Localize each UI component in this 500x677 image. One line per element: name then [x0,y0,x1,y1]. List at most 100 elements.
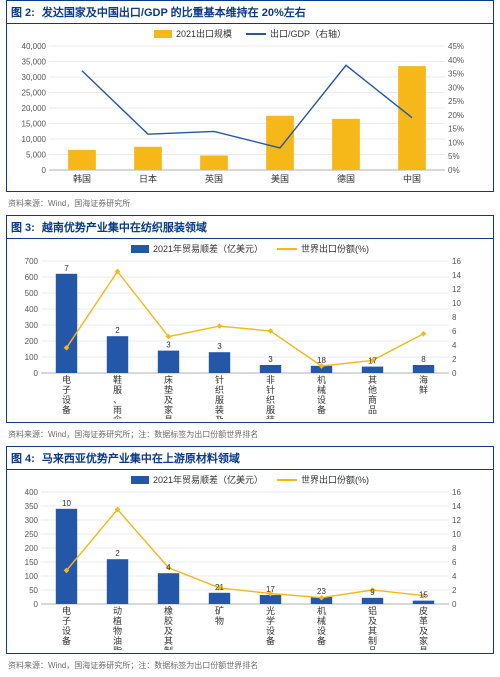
swatch-line-icon [277,479,297,481]
svg-text:0: 0 [34,600,39,609]
figure-4-chart: 0501001502002503003504000246810121416102… [7,486,493,653]
svg-text:40,000: 40,000 [22,42,47,51]
svg-text:2: 2 [115,326,120,335]
svg-text:4: 4 [452,341,457,350]
figure-3-chart: 0100200300400500600700024681012141672333… [7,255,493,422]
svg-text:200: 200 [25,337,39,346]
svg-text:30,000: 30,000 [22,73,47,82]
svg-text:物: 物 [215,615,224,626]
svg-text:25,000: 25,000 [22,89,47,98]
svg-text:12: 12 [452,285,461,294]
svg-text:其: 其 [368,375,377,385]
svg-text:100: 100 [25,572,39,581]
svg-text:600: 600 [25,273,39,282]
svg-text:14: 14 [452,271,461,280]
svg-text:织: 织 [266,394,275,405]
svg-text:他: 他 [368,384,377,395]
svg-text:400: 400 [25,488,39,497]
svg-text:海: 海 [419,374,428,385]
svg-text:胶: 胶 [164,615,173,626]
legend-bar-label: 2021出口规模 [176,27,232,40]
figure-4-legend: 2021年贸易顺差（亿美元） 世界出口份额(%) [7,470,493,486]
svg-text:矿: 矿 [215,605,224,616]
svg-text:设: 设 [317,395,326,405]
svg-text:200: 200 [25,544,39,553]
figure-2-title: 发达国家及中国出口/GDP 的比重基本维持在 20%左右 [42,7,306,19]
svg-text:16: 16 [452,257,461,266]
svg-text:械: 械 [317,384,326,395]
svg-text:17: 17 [368,357,377,366]
svg-text:12: 12 [452,516,461,525]
svg-text:3: 3 [268,355,273,364]
svg-text:服: 服 [266,405,275,415]
svg-text:具: 具 [419,646,428,650]
svg-text:植: 植 [113,615,122,626]
svg-text:德国: 德国 [337,173,355,184]
figure-2-legend: 2021出口规模 出口/GDP（右轴） [7,24,493,40]
figure-3-heading: 图 3: 越南优势产业集中在纺织服装领域 [7,216,493,239]
svg-text:其: 其 [164,636,173,646]
legend-line-label: 世界出口份额(%) [301,242,369,255]
svg-text:具: 具 [164,415,173,419]
svg-text:14: 14 [452,502,461,511]
svg-text:6: 6 [452,558,457,567]
legend-bar-fig4: 2021年贸易顺差（亿美元） [131,473,263,486]
svg-text:韩国: 韩国 [73,173,91,184]
svg-text:伞: 伞 [113,414,122,419]
svg-text:电: 电 [62,374,71,385]
svg-text:设: 设 [62,395,71,405]
svg-text:17: 17 [266,585,275,594]
svg-text:0%: 0% [448,166,460,175]
svg-text:子: 子 [62,616,71,626]
svg-text:设: 设 [62,626,71,636]
svg-text:30%: 30% [448,83,464,92]
svg-text:2: 2 [452,586,457,595]
svg-text:橡: 橡 [164,605,173,616]
figure-3-panel: 图 3: 越南优势产业集中在纺织服装领域 2021年贸易顺差（亿美元） 世界出口… [6,215,494,423]
svg-text:10: 10 [452,299,461,308]
svg-text:备: 备 [317,635,326,646]
svg-text:铝: 铝 [368,605,377,616]
svg-text:及: 及 [368,616,377,626]
legend-line-fig4: 世界出口份额(%) [277,473,369,486]
svg-text:革: 革 [419,615,428,626]
svg-text:及: 及 [164,395,173,405]
svg-text:服: 服 [215,395,224,405]
svg-text:商: 商 [368,394,377,405]
svg-text:及: 及 [164,626,173,636]
svg-text:品: 品 [368,405,377,415]
figure-2-source: 资料来源：Wind，国海证券研究所 [0,196,500,215]
legend-line-label: 世界出口份额(%) [301,473,369,486]
legend-line-fig2: 出口/GDP（右轴） [246,27,346,40]
svg-text:0: 0 [34,369,39,378]
svg-text:备: 备 [317,404,326,415]
svg-text:20,000: 20,000 [22,104,47,113]
svg-text:25%: 25% [448,97,464,106]
svg-text:脂: 脂 [113,645,122,650]
svg-text:16: 16 [452,488,461,497]
svg-text:18: 18 [317,356,326,365]
svg-text:机: 机 [317,374,326,385]
svg-text:备: 备 [266,635,275,646]
svg-text:床: 床 [164,374,173,385]
svg-text:装: 装 [266,414,275,419]
svg-text:4: 4 [452,572,457,581]
svg-text:45%: 45% [448,42,464,51]
svg-text:及: 及 [215,415,224,419]
svg-text:4: 4 [166,563,171,572]
svg-text:3: 3 [166,341,171,350]
svg-text:2: 2 [452,355,457,364]
figure-3-no: 图 3: [11,222,35,234]
svg-text:其: 其 [368,626,377,636]
legend-line-label: 出口/GDP（右轴） [270,27,346,40]
svg-text:15: 15 [419,591,428,600]
svg-text:10,000: 10,000 [22,135,47,144]
svg-text:美国: 美国 [271,173,289,184]
figure-4-source: 资料来源：Wind，国海证券研究所；注：数据标签为出口份额世界排名 [0,658,500,677]
svg-text:英国: 英国 [205,173,223,184]
svg-text:0: 0 [452,600,457,609]
svg-text:700: 700 [25,257,39,266]
swatch-bar-icon [131,476,149,484]
svg-text:20%: 20% [448,111,464,120]
svg-text:针: 针 [215,374,224,385]
